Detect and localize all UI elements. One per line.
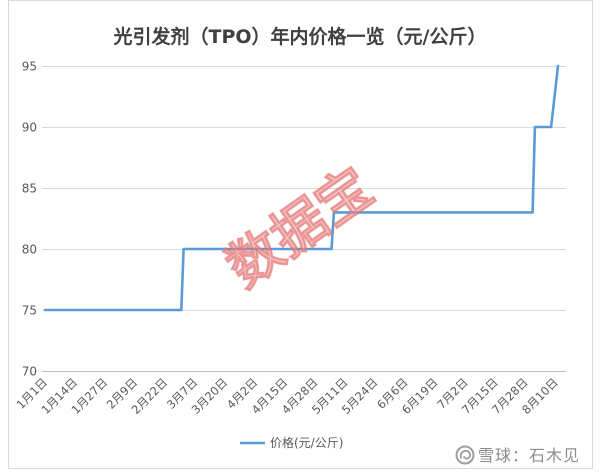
source-text: 雪球：石木见: [478, 446, 580, 465]
chart-border: [8, 0, 593, 469]
chart-title: 光引发剂（TPO）年内价格一览（元/公斤）: [113, 25, 487, 48]
data-point: [531, 210, 535, 214]
snowball-icon: [455, 445, 475, 465]
data-point: [556, 64, 560, 68]
y-tick-label-95: 95: [22, 60, 37, 74]
data-point: [179, 308, 183, 312]
series-line: [43, 64, 560, 312]
series-group: [43, 64, 560, 312]
y-tick-label-80: 80: [22, 243, 37, 257]
source-watermark: 雪球：石木见: [455, 445, 580, 465]
data-point: [43, 308, 47, 312]
data-point: [533, 125, 537, 129]
data-point: [182, 247, 186, 251]
legend-label: 价格(元/公斤): [270, 435, 343, 450]
y-tick-label-75: 75: [22, 304, 37, 318]
y-tick-label-90: 90: [22, 121, 37, 135]
y-axis-tick-labels: 70 75 80 85 90 95: [22, 60, 37, 379]
data-point: [330, 247, 334, 251]
data-point: [549, 125, 553, 129]
y-tick-label-70: 70: [22, 365, 37, 379]
legend: 价格(元/公斤): [240, 435, 343, 450]
y-tick-label-85: 85: [22, 182, 37, 196]
